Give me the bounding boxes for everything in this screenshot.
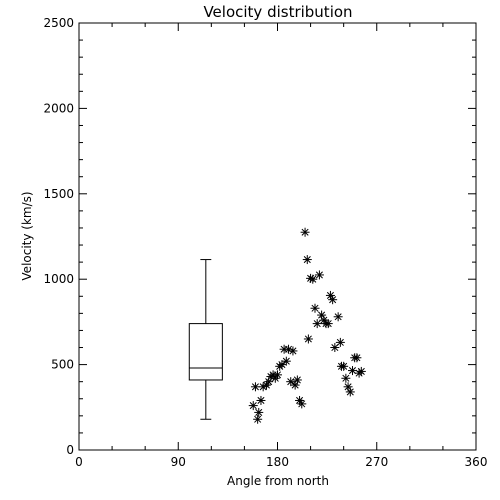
data-point [352, 353, 362, 363]
x-tick-label: 360 [465, 455, 488, 469]
data-point [297, 399, 307, 409]
data-point [250, 382, 260, 392]
data-point [345, 387, 355, 397]
x-tick-label: 0 [75, 455, 83, 469]
plot-frame [78, 22, 477, 451]
data-point [314, 270, 324, 280]
data-point [330, 343, 340, 353]
data-point [300, 227, 310, 237]
y-axis: 0 500 1000 1500 2000 2500 [43, 16, 476, 457]
data-point [288, 346, 298, 356]
data-point [281, 356, 291, 366]
y-tick-label: 1000 [43, 272, 74, 286]
data-point [347, 366, 357, 376]
y-tick-label: 500 [51, 358, 74, 372]
x-axis-label: Angle from north [227, 474, 329, 488]
data-point [292, 375, 302, 385]
x-tick-label: 90 [171, 455, 186, 469]
data-point [339, 361, 349, 371]
y-axis-label: Velocity (km/s) [20, 191, 34, 280]
data-point [248, 401, 258, 411]
data-point [310, 303, 320, 313]
data-point [323, 319, 333, 329]
chart-title: Velocity distribution [203, 3, 352, 21]
scatter-points [248, 227, 366, 424]
data-point [328, 295, 338, 305]
data-point [256, 395, 266, 405]
y-tick-label: 0 [66, 443, 74, 457]
x-tick-label: 270 [365, 455, 388, 469]
data-point [308, 274, 318, 284]
data-point [273, 370, 282, 380]
x-tick-label: 180 [266, 455, 289, 469]
data-point [333, 312, 343, 322]
x-axis: 0 90 180 270 360 [75, 23, 487, 469]
data-point [335, 337, 345, 347]
data-point [356, 366, 366, 376]
data-point [312, 319, 322, 329]
boxplot [188, 259, 223, 420]
y-tick-label: 2500 [43, 16, 74, 30]
data-point [253, 414, 263, 424]
box-iqr [188, 323, 223, 381]
y-tick-label: 2000 [43, 101, 74, 115]
data-point [302, 255, 312, 265]
data-point [254, 407, 264, 417]
data-point [341, 373, 351, 383]
data-point [303, 334, 313, 344]
y-tick-label: 1500 [43, 187, 74, 201]
